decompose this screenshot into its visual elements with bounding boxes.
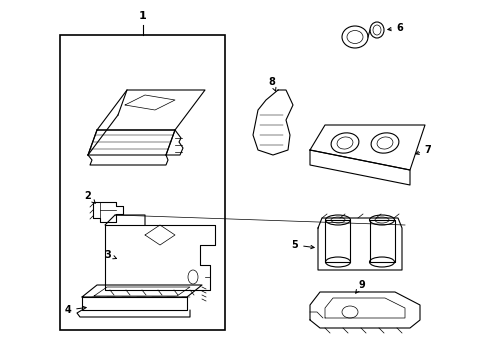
Ellipse shape	[325, 215, 350, 225]
Text: 2: 2	[85, 191, 91, 201]
Text: 9: 9	[359, 280, 366, 290]
Text: 6: 6	[396, 23, 403, 33]
Text: 3: 3	[105, 250, 111, 260]
Text: 4: 4	[65, 305, 72, 315]
Ellipse shape	[369, 215, 394, 225]
Text: 7: 7	[425, 145, 431, 155]
Text: 5: 5	[292, 240, 298, 250]
Text: 8: 8	[269, 77, 275, 87]
Text: 1: 1	[139, 11, 147, 21]
Bar	[60, 35, 225, 330]
